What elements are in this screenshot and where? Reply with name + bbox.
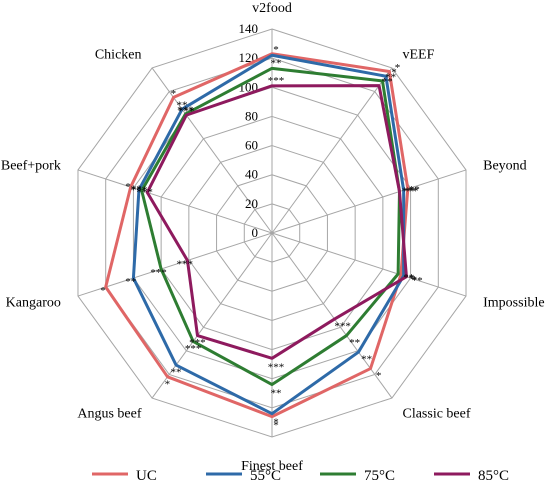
- category-label: Impossible: [483, 296, 544, 311]
- significance-mark: **: [382, 76, 393, 88]
- significance-mark: ***: [185, 343, 202, 355]
- significance-mark: **: [385, 71, 396, 83]
- significance-mark: *: [165, 378, 171, 390]
- grid-spoke: [271, 169, 467, 234]
- significance-mark: ***: [150, 267, 167, 279]
- legend-label: 85°C: [478, 468, 509, 484]
- significance-mark: *: [409, 273, 415, 285]
- legend: UC 55°C 75°C 85°C: [92, 468, 509, 484]
- significance-mark: **: [271, 57, 282, 69]
- significance-mark: **: [349, 337, 360, 349]
- category-labels: v2food vEEF Beyond Impossible Classic beef Fi…: [1, 1, 545, 474]
- grid-spoke: [77, 232, 273, 297]
- significance-mark: *: [100, 285, 106, 297]
- significance-mark: **: [131, 184, 142, 196]
- significance-mark: **: [271, 388, 282, 400]
- grid-spoke: [151, 232, 273, 399]
- grid-spoke: [271, 67, 393, 234]
- tick-label: 0: [252, 225, 259, 240]
- legend-label: UC: [136, 468, 157, 484]
- legend-label: 55°C: [250, 468, 281, 484]
- category-label: vEEF: [402, 47, 434, 62]
- series-line: [104, 52, 410, 419]
- tick-label: 60: [245, 138, 258, 153]
- significance-mark: **: [361, 354, 372, 366]
- significance-mark: *: [273, 420, 279, 432]
- significance-mark: ***: [334, 321, 351, 333]
- significance-mark: ***: [268, 75, 285, 87]
- significance-mark: *: [273, 44, 279, 56]
- category-label: Kangaroo: [6, 296, 61, 311]
- significance-mark: ***: [402, 185, 419, 197]
- significance-mark: *: [395, 62, 401, 74]
- significance-mark: *: [412, 274, 418, 286]
- grid-spoke: [271, 232, 393, 399]
- tick-label: 80: [245, 108, 258, 123]
- significance-mark: ***: [189, 337, 206, 349]
- significance-mark: *: [125, 181, 131, 193]
- significance-mark: **: [170, 367, 181, 379]
- category-label: Finest beef: [241, 459, 303, 474]
- category-label: Classic beef: [402, 407, 470, 422]
- significance-mark: **: [412, 275, 423, 287]
- significance-mark: *: [171, 88, 177, 100]
- tick-label: 20: [245, 196, 258, 211]
- legend-label: 75°C: [364, 468, 395, 484]
- significance-mark: **: [405, 185, 416, 197]
- radar-grid: [77, 28, 467, 438]
- grid-spoke: [77, 169, 273, 234]
- significance-marks: ****************************************…: [100, 44, 422, 431]
- significance-mark: **: [403, 272, 414, 284]
- category-label: Beef+pork: [1, 158, 61, 173]
- tick-label: 140: [239, 21, 259, 36]
- category-label: Chicken: [95, 47, 142, 62]
- category-label: Beyond: [483, 158, 527, 173]
- significance-mark: ***: [136, 186, 153, 198]
- significance-mark: ***: [177, 259, 194, 271]
- significance-mark: **: [409, 184, 420, 196]
- significance-mark: **: [125, 276, 136, 288]
- significance-mark: **: [176, 100, 187, 112]
- tick-label: 40: [245, 167, 258, 182]
- significance-mark: *: [391, 67, 397, 79]
- category-label: v2food: [252, 1, 292, 16]
- significance-mark: ***: [178, 105, 195, 117]
- data-series: [104, 52, 410, 419]
- significance-mark: ***: [131, 185, 148, 197]
- significance-mark: *: [376, 370, 382, 382]
- grid-spoke: [151, 67, 273, 234]
- significance-mark: ***: [268, 361, 285, 373]
- category-label: Angus beef: [77, 407, 141, 422]
- series-line: [145, 84, 408, 360]
- grid-spoke: [271, 232, 467, 297]
- series-line: [131, 53, 406, 416]
- significance-mark: *: [273, 417, 279, 429]
- significance-mark: ***: [177, 104, 194, 116]
